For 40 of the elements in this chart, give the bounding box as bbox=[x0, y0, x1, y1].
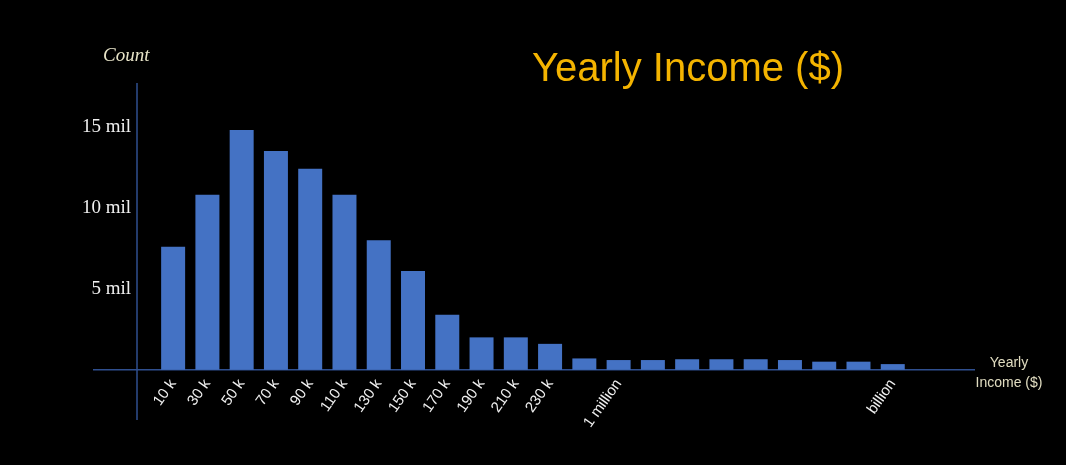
bar bbox=[195, 194, 220, 370]
bar bbox=[161, 246, 186, 370]
x-tick-label: 110 k bbox=[316, 374, 351, 415]
bar bbox=[675, 359, 700, 370]
bar bbox=[640, 360, 665, 370]
x-tick-label: 150 k bbox=[383, 374, 420, 416]
y-tick-label: 5 mil bbox=[91, 276, 131, 298]
bar bbox=[812, 361, 837, 370]
bar bbox=[709, 359, 734, 370]
bar bbox=[332, 194, 357, 370]
x-tick-label: 90 k bbox=[285, 374, 317, 409]
bar bbox=[229, 129, 254, 370]
x-tick-label: 170 k bbox=[418, 374, 454, 416]
x-tick-label: 30 k bbox=[183, 374, 214, 409]
y-tick-label: 15 mil bbox=[81, 114, 131, 136]
bar bbox=[880, 364, 905, 370]
bar bbox=[263, 151, 288, 370]
bar bbox=[606, 360, 631, 370]
x-tick-label: 10 k bbox=[148, 374, 180, 409]
bar bbox=[777, 360, 802, 370]
bar bbox=[846, 361, 871, 370]
bar bbox=[401, 270, 425, 370]
bar bbox=[538, 343, 563, 370]
chart-title: Yearly Income ($) bbox=[532, 45, 844, 89]
bar bbox=[743, 359, 768, 370]
x-tick-label: 210 k bbox=[486, 374, 522, 416]
y-axis-title: Count bbox=[103, 44, 151, 65]
x-tick-label: 50 k bbox=[217, 374, 248, 409]
x-tick-label: 190 k bbox=[452, 374, 488, 416]
x-tick-label: 130 k bbox=[349, 374, 385, 416]
bar bbox=[469, 337, 494, 370]
x-tick-label: 70 k bbox=[251, 374, 283, 409]
bar bbox=[298, 168, 323, 370]
y-tick-label: 10 mil bbox=[81, 195, 131, 217]
bar bbox=[572, 358, 597, 370]
bar bbox=[503, 337, 528, 370]
text: Yearly Income ($) bbox=[975, 353, 1043, 390]
bar bbox=[435, 314, 460, 370]
x-tick-label: 230 k bbox=[520, 374, 557, 416]
bar bbox=[366, 240, 391, 370]
